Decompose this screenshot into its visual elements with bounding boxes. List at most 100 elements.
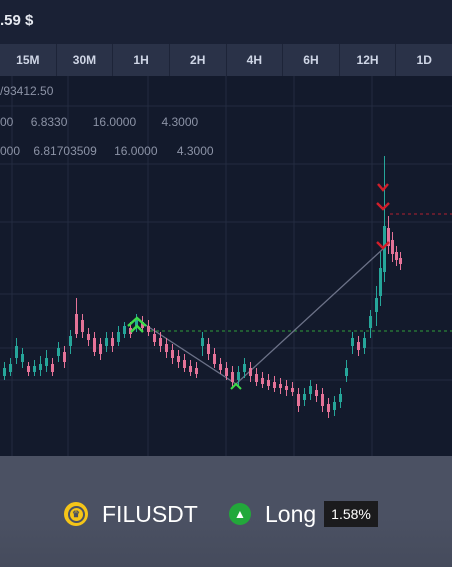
candle-body [291, 388, 294, 392]
candle-body [357, 342, 360, 350]
tab-12h[interactable]: 12H [340, 44, 397, 76]
candle-body [9, 364, 12, 372]
candle-body [261, 378, 264, 384]
candle-body [225, 368, 228, 376]
tab-2h[interactable]: 2H [170, 44, 227, 76]
candle-body [63, 352, 66, 362]
candle-body [345, 368, 348, 376]
tab-30m[interactable]: 30M [57, 44, 114, 76]
candle-body [159, 338, 162, 346]
tab-6h[interactable]: 6H [283, 44, 340, 76]
price-fragment: .59 $ [0, 12, 33, 29]
indicator-value: 4.3000 [161, 115, 198, 129]
candle-body [165, 344, 168, 352]
candle-body [21, 354, 24, 362]
arrow-up-circle-icon: ▲ [229, 503, 251, 525]
candle-body [189, 366, 192, 372]
candle-body [237, 372, 240, 380]
tab-1d[interactable]: 1D [396, 44, 452, 76]
candle-body [363, 338, 366, 348]
candle-body [171, 350, 174, 358]
tab-15m[interactable]: 15M [0, 44, 57, 76]
candle-body [285, 386, 288, 390]
candle-body [231, 372, 234, 382]
indicator-row-1: /93412.50 [0, 84, 53, 98]
candle-body [147, 326, 150, 332]
direction-label: Long [265, 501, 316, 528]
candle-body [105, 338, 108, 346]
candle-body [309, 386, 312, 394]
candle-body [327, 404, 330, 412]
candle-body [375, 298, 378, 312]
candle-body [219, 364, 222, 370]
tab-4h[interactable]: 4H [227, 44, 284, 76]
candle-body [45, 358, 48, 366]
candle-body [243, 364, 246, 372]
candle-body [111, 338, 114, 346]
trend-line [138, 248, 384, 384]
candle-body [3, 368, 6, 376]
chart-canvas [0, 76, 452, 456]
change-badge: 1.58% [324, 501, 378, 527]
candle-body [183, 360, 186, 368]
top-bar: .59 $ [0, 0, 452, 44]
indicator-value: 00 [0, 115, 13, 129]
candle-body [117, 332, 120, 342]
candle-body [57, 348, 60, 356]
candle-body [177, 356, 180, 362]
candle-body [333, 402, 336, 410]
candle-body [339, 394, 342, 402]
candle-body [369, 316, 372, 328]
signal-footer: ♛ FILUSDT ▲ Long 1.58% [0, 456, 452, 567]
candle-body [321, 394, 324, 406]
candle-body [249, 368, 252, 376]
candle-body [351, 338, 354, 346]
candle-body [39, 364, 42, 370]
candle-body [315, 390, 318, 396]
candle-body [15, 346, 18, 358]
candle-body [75, 314, 78, 334]
indicator-value: 6.8330 [31, 115, 68, 129]
sell-marker [378, 184, 388, 190]
indicator-value: 000 [0, 144, 20, 158]
candle-body [273, 382, 276, 388]
candle-body [123, 326, 126, 334]
indicator-value: 6.81703509 [33, 144, 96, 158]
candle-body [201, 338, 204, 346]
candle-body [87, 334, 90, 340]
candle-body [279, 384, 282, 388]
indicator-value: 4.3000 [177, 144, 214, 158]
candle-body [51, 364, 54, 372]
candle-body [33, 366, 36, 372]
direction-tag: ▲ Long 1.58% [229, 499, 378, 529]
candle-body [303, 394, 306, 400]
candle-body [297, 394, 300, 406]
candle-body [69, 336, 72, 346]
timeframe-bar: 15M 30M 1H 2H 4H 6H 12H 1D [0, 44, 452, 76]
indicator-value: 16.0000 [93, 115, 136, 129]
indicator-value: 16.0000 [114, 144, 157, 158]
candle-body [99, 344, 102, 354]
candle-body [207, 344, 210, 354]
symbol-tag: ♛ FILUSDT [64, 499, 198, 529]
indicator-value: /93412.50 [0, 84, 53, 98]
candle-body [255, 374, 258, 382]
indicator-row-3: 000 6.81703509 16.0000 4.3000 [0, 144, 214, 158]
candle-body [27, 366, 30, 372]
indicator-row-2: 00 6.8330 16.0000 4.3000 [0, 115, 198, 129]
sell-marker [377, 203, 389, 209]
symbol-label: FILUSDT [102, 501, 198, 528]
tab-1h[interactable]: 1H [113, 44, 170, 76]
candle-body [379, 268, 382, 296]
candle-body [153, 334, 156, 342]
candle-body [399, 258, 402, 264]
candlestick-chart[interactable]: /93412.50 00 6.8330 16.0000 4.3000 000 6… [0, 76, 452, 456]
candle-body [395, 252, 398, 260]
candle-body [267, 380, 270, 386]
crown-coin-icon: ♛ [64, 502, 88, 526]
candle-body [391, 240, 394, 254]
candle-body [195, 368, 198, 374]
candle-body [81, 320, 84, 332]
candle-body [213, 354, 216, 364]
candle-body [93, 338, 96, 352]
